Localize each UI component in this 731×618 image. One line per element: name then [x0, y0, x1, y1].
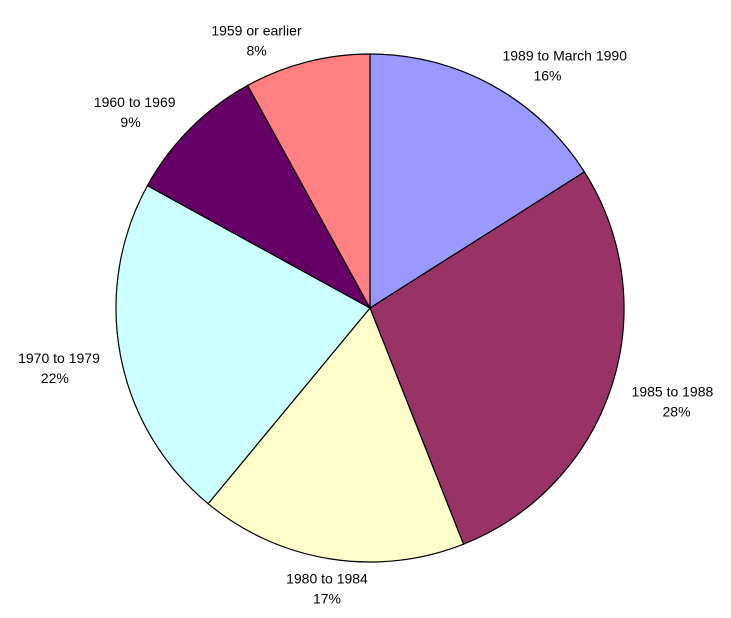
slice-label: 1980 to 1984 [286, 570, 368, 586]
value-label: 16% [533, 68, 561, 84]
slice-label: 1960 to 1969 [94, 94, 176, 110]
pie-slice [146, 84, 372, 310]
slice-label: 1970 to 1979 [18, 350, 100, 366]
value-label: 17% [313, 590, 341, 606]
pie-slice [369, 171, 625, 545]
value-label: 9% [120, 114, 140, 130]
value-label: 22% [41, 370, 69, 386]
slice-label: 1985 to 1988 [632, 384, 714, 400]
slice-label: 1989 to March 1990 [502, 48, 627, 64]
pie-slice [115, 184, 371, 505]
value-label: 28% [663, 404, 691, 420]
slice-label: 1959 or earlier [211, 22, 302, 38]
pie-slice [369, 53, 586, 310]
pie-slice [207, 306, 465, 563]
value-label: 8% [246, 42, 266, 58]
pie-slice [246, 53, 371, 309]
